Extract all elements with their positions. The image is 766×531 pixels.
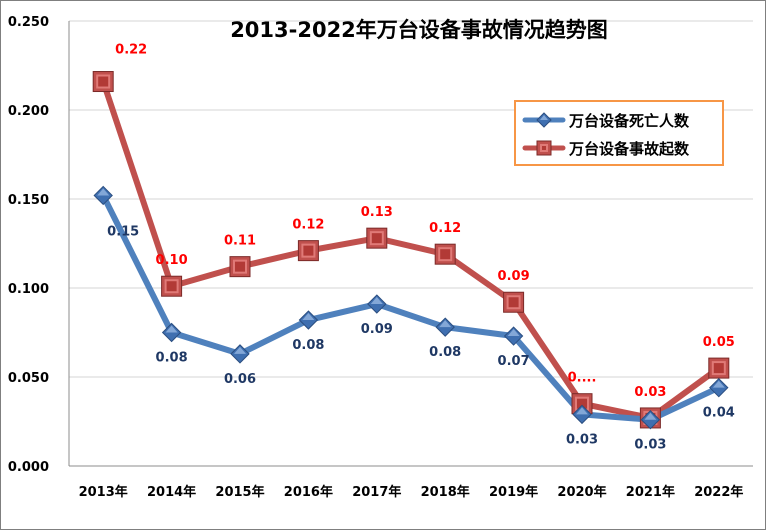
death-data-label: 0.04	[703, 406, 735, 421]
x-tick-label: 2019年	[489, 484, 538, 500]
accident-marker	[92, 71, 114, 93]
y-tick-label: 0.150	[8, 193, 49, 208]
accident-data-label: 0.13	[361, 205, 393, 220]
x-tick-label: 2018年	[421, 484, 470, 500]
x-tick-label: 2022年	[694, 484, 743, 500]
death-data-label: 0.08	[429, 345, 461, 360]
death-marker	[640, 410, 661, 430]
death-data-label: 0.09	[361, 322, 393, 337]
accident-marker	[297, 240, 319, 262]
y-tick-label: 0.050	[8, 371, 49, 386]
death-data-label: 0.03	[566, 432, 598, 447]
accident-marker	[366, 227, 388, 249]
death-data-label: 0.06	[224, 372, 256, 387]
y-tick-label: 0.250	[8, 15, 49, 30]
accident-data-label: 0....	[568, 371, 597, 386]
death-marker	[93, 185, 113, 206]
accident-data-label: 0.10	[156, 253, 188, 268]
death-marker	[572, 404, 592, 425]
y-tick-label: 0.000	[8, 460, 49, 475]
x-tick-label: 2020年	[557, 484, 606, 500]
death-data-label: 0.08	[156, 351, 188, 366]
legend-label-deaths: 万台设备死亡人数	[568, 112, 690, 130]
y-tick-label: 0.100	[8, 282, 49, 297]
accident-marker	[161, 275, 183, 297]
death-marker	[367, 294, 387, 314]
death-marker	[298, 310, 319, 330]
death-marker	[709, 377, 729, 398]
death-marker	[435, 317, 455, 337]
x-tick-label: 2015年	[215, 484, 264, 500]
accident-data-label: 0.03	[634, 385, 666, 400]
legend-marker-deaths	[536, 112, 552, 128]
death-marker	[161, 322, 182, 343]
accident-data-label: 0.12	[292, 218, 324, 233]
accident-marker	[434, 243, 456, 265]
death-marker	[230, 344, 250, 364]
x-tick-label: 2014年	[147, 484, 196, 500]
x-tick-label: 2017年	[352, 484, 401, 500]
legend-label-accidents: 万台设备事故起数	[568, 140, 690, 158]
series-line-accidents	[100, 78, 722, 421]
death-marker	[503, 326, 524, 346]
accident-data-label: 0.11	[224, 234, 256, 249]
accident-marker	[708, 357, 730, 379]
x-tick-label: 2016年	[284, 484, 333, 500]
x-tick-label: 2013年	[79, 484, 128, 500]
legend-marker-accidents	[536, 140, 552, 156]
x-tick-label: 2021年	[626, 484, 675, 500]
y-tick-label: 0.200	[8, 104, 49, 119]
accident-data-label: 0.22	[115, 43, 147, 58]
death-data-label: 0.15	[107, 224, 139, 239]
chart-title: 2013-2022年万台设备事故情况趋势图	[230, 18, 608, 42]
series-line-deaths	[100, 192, 722, 423]
accident-marker	[503, 291, 525, 313]
accident-marker	[229, 256, 251, 278]
accident-data-label: 0.05	[703, 335, 735, 350]
death-data-label: 0.03	[634, 438, 666, 453]
accident-data-label: 0.09	[498, 269, 530, 284]
death-data-label: 0.08	[292, 338, 324, 353]
accident-marker	[571, 393, 593, 415]
accident-data-label: 0.12	[429, 221, 461, 236]
death-data-label: 0.07	[498, 354, 530, 369]
